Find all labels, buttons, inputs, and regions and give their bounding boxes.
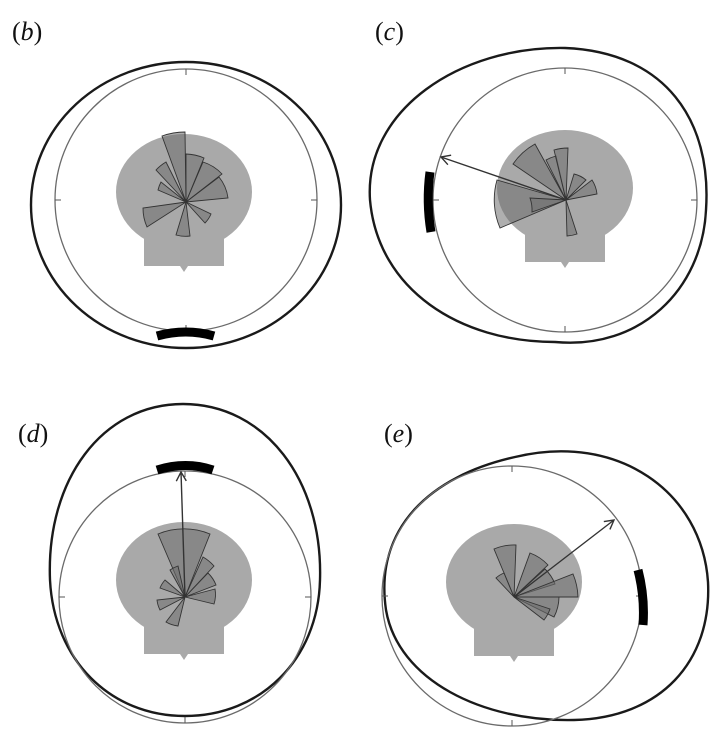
panel-c-rose-plot <box>493 143 598 237</box>
panel-d-stimulus-bar <box>155 461 215 475</box>
panel-e-label: (e) <box>384 419 413 448</box>
panel-b-stimulus-bar <box>155 327 216 341</box>
panel-d-label: (d) <box>18 419 48 448</box>
panel-e-rose-plot <box>493 544 579 621</box>
panel-b: (b) <box>12 17 343 350</box>
panel-c-head <box>497 130 633 268</box>
panel-d-direction-arrow <box>175 470 187 598</box>
panel-c-ticks <box>433 68 697 332</box>
panel-b-head <box>116 134 252 272</box>
panel-b-outer-boundary <box>29 60 343 350</box>
panel-c-direction-arrow <box>439 154 567 201</box>
panel-c: (c) <box>368 17 708 344</box>
panel-b-label: (b) <box>12 17 42 46</box>
panel-d: (d) <box>18 402 322 724</box>
panel-d-head <box>116 522 252 660</box>
panel-e-head <box>446 524 582 662</box>
panel-d-outer-boundary <box>48 402 322 718</box>
panel-e-stimulus-bar <box>633 568 648 626</box>
panel-e: (e) <box>381 419 710 727</box>
panel-c-outer-boundary <box>368 46 708 344</box>
panel-c-stimulus-bar <box>423 171 436 233</box>
panel-c-label: (c) <box>375 17 404 46</box>
panel-b-rose-plot <box>142 131 229 237</box>
panel-e-direction-arrow <box>513 519 616 598</box>
